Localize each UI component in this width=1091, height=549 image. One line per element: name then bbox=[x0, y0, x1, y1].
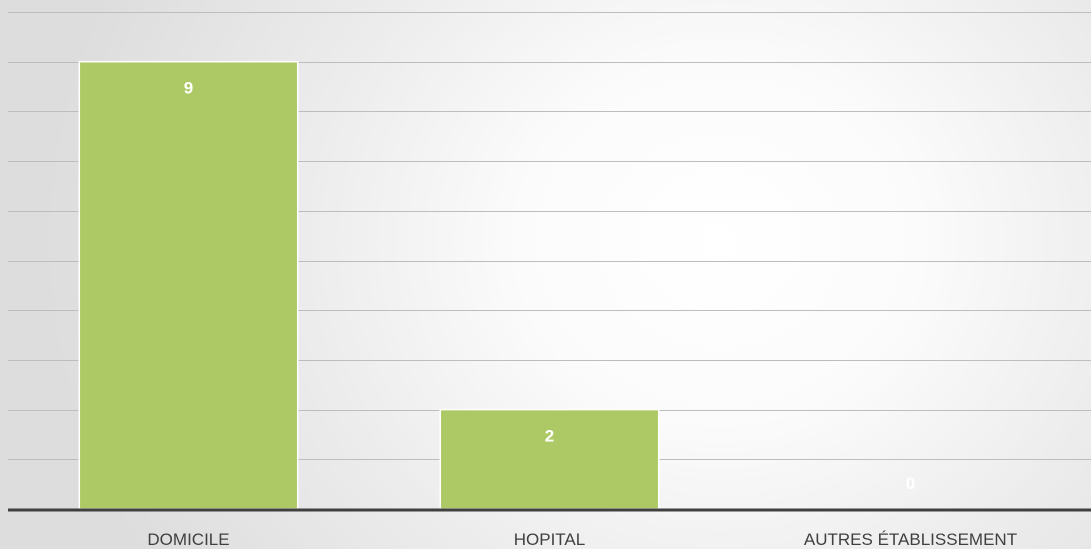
x-axis-tick-labels: DOMICILE HOPITAL AUTRES ÉTABLISSEMENT bbox=[147, 530, 1017, 549]
bars bbox=[78, 60, 660, 510]
x-tick-label: AUTRES ÉTABLISSEMENT bbox=[804, 530, 1017, 549]
data-labels: 9 2 0 bbox=[184, 79, 915, 493]
data-label: 2 bbox=[545, 427, 554, 446]
bar-hopital bbox=[439, 408, 660, 510]
x-tick-label: DOMICILE bbox=[147, 530, 229, 549]
bar-domicile bbox=[78, 60, 299, 510]
x-tick-label: HOPITAL bbox=[514, 530, 585, 549]
data-label: 0 bbox=[906, 474, 915, 493]
data-label: 9 bbox=[184, 79, 193, 98]
